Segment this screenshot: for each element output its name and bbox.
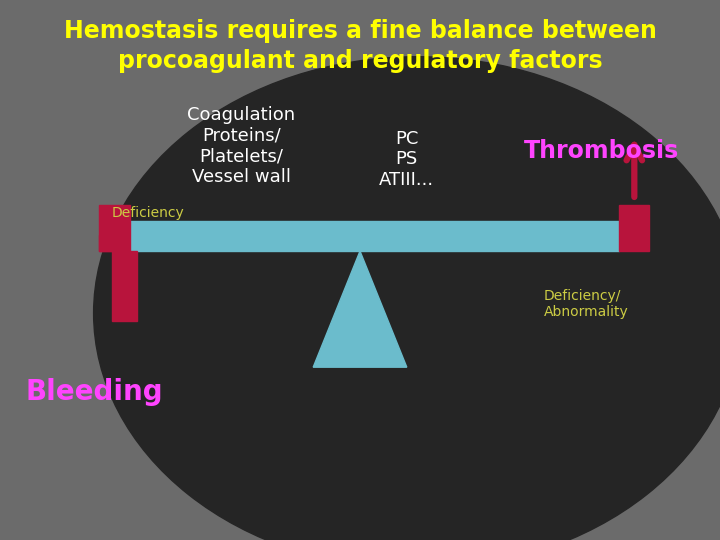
Bar	[99, 205, 130, 251]
Text: Hemostasis requires a fine balance between
procoagulant and regulatory factors: Hemostasis requires a fine balance betwe…	[63, 19, 657, 72]
Bar	[130, 221, 619, 251]
Bar	[112, 251, 138, 321]
Bar	[619, 205, 649, 251]
Text: Bleeding: Bleeding	[25, 377, 163, 406]
Ellipse shape	[94, 57, 720, 540]
Text: Coagulation
Proteins/
Platelets/
Vessel wall: Coagulation Proteins/ Platelets/ Vessel …	[187, 106, 295, 186]
Bar	[99, 235, 112, 251]
Text: PC
PS
ATIII...: PC PS ATIII...	[379, 130, 434, 189]
Text: Deficiency/
Abnormality: Deficiency/ Abnormality	[544, 289, 629, 319]
Polygon shape	[313, 251, 407, 367]
Text: Deficiency: Deficiency	[112, 206, 184, 220]
Text: Thrombosis: Thrombosis	[523, 139, 679, 163]
